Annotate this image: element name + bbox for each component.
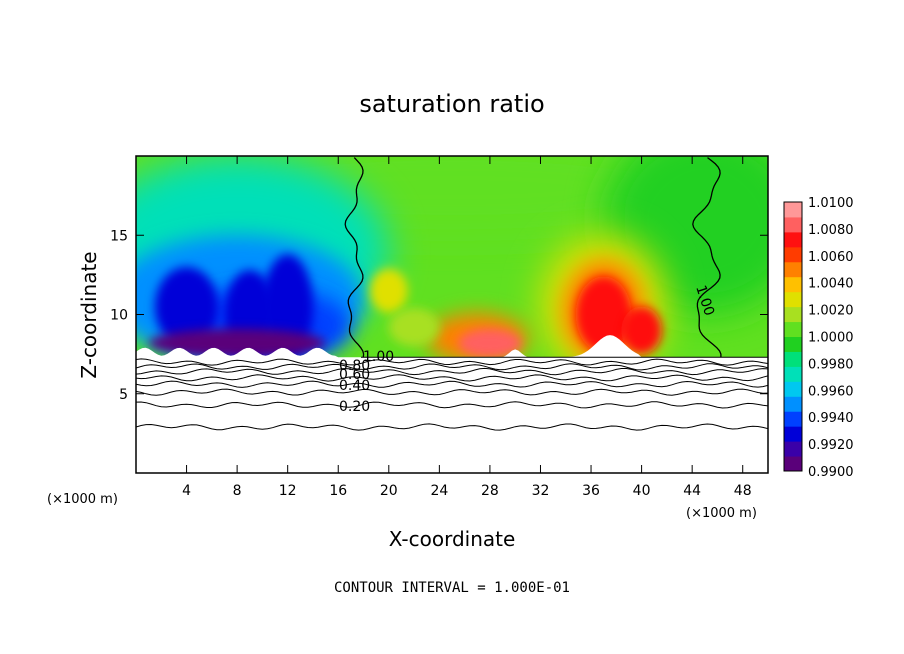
field-region-5 [154, 266, 219, 347]
colorbar-swatch-5 [784, 381, 802, 397]
field-region-14 [621, 306, 662, 355]
contour-labels: 1.00 1.00 0.80 0.60 0.40 0.20 [339, 283, 717, 415]
contour-label-0-80: 0.80 [339, 358, 370, 374]
x-axis-label: X-coordinate [389, 527, 516, 551]
colorbar-label-10: 0.9900 [808, 465, 854, 480]
y-tick-label-1: 10 [110, 308, 128, 324]
x-tick-label-6: 28 [481, 483, 499, 499]
contour-label-0-20: 0.20 [339, 399, 370, 415]
contour-label-1-00-a: 1.00 [363, 349, 394, 365]
colorbar: 1.0100 1.0080 1.0060 1.0040 1.0020 1.0000 0.99… [783, 196, 854, 480]
colorbar-swatch-7 [784, 351, 802, 367]
contour-interval-note: CONTOUR INTERVAL = 1.000E-01 [334, 580, 570, 596]
contour-line-7 [136, 358, 768, 366]
contour-line-2 [136, 388, 768, 396]
colorbar-label-0: 1.0100 [808, 196, 854, 211]
contour-line-0 [136, 423, 768, 431]
colorbar-swatch-9 [784, 321, 802, 337]
contour-label-0-60: 0.60 [339, 367, 370, 383]
field-region-13 [458, 328, 522, 358]
contour-line-1-00-west [344, 157, 365, 358]
colorbar-frame [783, 201, 803, 472]
colorbar-swatch-8 [784, 336, 802, 352]
colorbar-label-1: 1.0080 [808, 223, 854, 238]
x-tick-label-5: 24 [430, 483, 448, 499]
contour-label-0-40: 0.40 [339, 378, 370, 394]
x-tick-label-8: 36 [582, 483, 600, 499]
colorbar-swatch-2 [784, 426, 802, 442]
x-axis: 4 8 12 16 20 24 28 32 36 40 44 48 [182, 156, 752, 499]
x-unit-label: (×1000 m) [686, 506, 757, 521]
colorbar-swatch-0 [784, 456, 802, 472]
field-region-11 [575, 276, 632, 353]
unsaturated-layer [136, 335, 768, 473]
colorbar-label-2: 1.0060 [808, 250, 854, 265]
colorbar-swatch-4 [784, 396, 802, 412]
colorbar-swatch-6 [784, 366, 802, 382]
colorbar-swatch-10 [784, 306, 802, 323]
colorbar-swatch-13 [784, 261, 802, 278]
x-tick-label-2: 12 [279, 483, 297, 499]
contour-line-4 [136, 374, 768, 382]
contour-line-1 [136, 401, 768, 409]
x-tick-label-11: 48 [734, 483, 752, 499]
colorbar-label-3: 1.0040 [808, 277, 854, 292]
colorbar-swatch-11 [784, 291, 802, 308]
colorbar-swatch-16 [784, 216, 802, 233]
x-tick-label-10: 44 [683, 483, 701, 499]
field-region-15 [369, 268, 408, 313]
colorbar-label-5: 1.0000 [808, 331, 854, 346]
y-unit-label: (×1000 m) [47, 492, 118, 507]
colorbar-label-4: 1.0020 [808, 304, 854, 319]
x-tick-label-0: 4 [182, 483, 191, 499]
colorbar-swatch-14 [784, 246, 802, 263]
chart-title: saturation ratio [359, 90, 544, 118]
x-tick-label-1: 8 [233, 483, 242, 499]
contour-line-1-00-east [692, 157, 722, 358]
field-region-16 [388, 308, 440, 347]
y-tick-label-2: 15 [110, 228, 128, 244]
y-axis: 5 10 15 [110, 228, 768, 403]
x-tick-label-9: 40 [633, 483, 651, 499]
contour-line-3 [136, 380, 768, 388]
colorbar-swatch-12 [784, 276, 802, 293]
colorbar-label-9: 0.9920 [808, 438, 854, 453]
colorbar-label-8: 0.9940 [808, 411, 854, 426]
x-tick-label-3: 16 [329, 483, 347, 499]
heatmap-field [136, 156, 768, 473]
colorbar-swatch-3 [784, 411, 802, 427]
colorbar-swatch-1 [784, 441, 802, 457]
x-tick-label-7: 32 [532, 483, 550, 499]
contour-lines [136, 157, 768, 431]
colorbar-swatch-15 [784, 231, 802, 248]
colorbar-swatch-17 [784, 202, 802, 218]
colorbar-label-6: 0.9980 [808, 357, 854, 372]
contour-line-5 [136, 367, 768, 376]
contour-line-6 [136, 363, 768, 371]
colorbar-label-7: 0.9960 [808, 384, 854, 399]
y-axis-label: Z-coordinate [77, 251, 101, 378]
x-tick-label-4: 20 [380, 483, 398, 499]
y-tick-label-0: 5 [119, 387, 128, 403]
